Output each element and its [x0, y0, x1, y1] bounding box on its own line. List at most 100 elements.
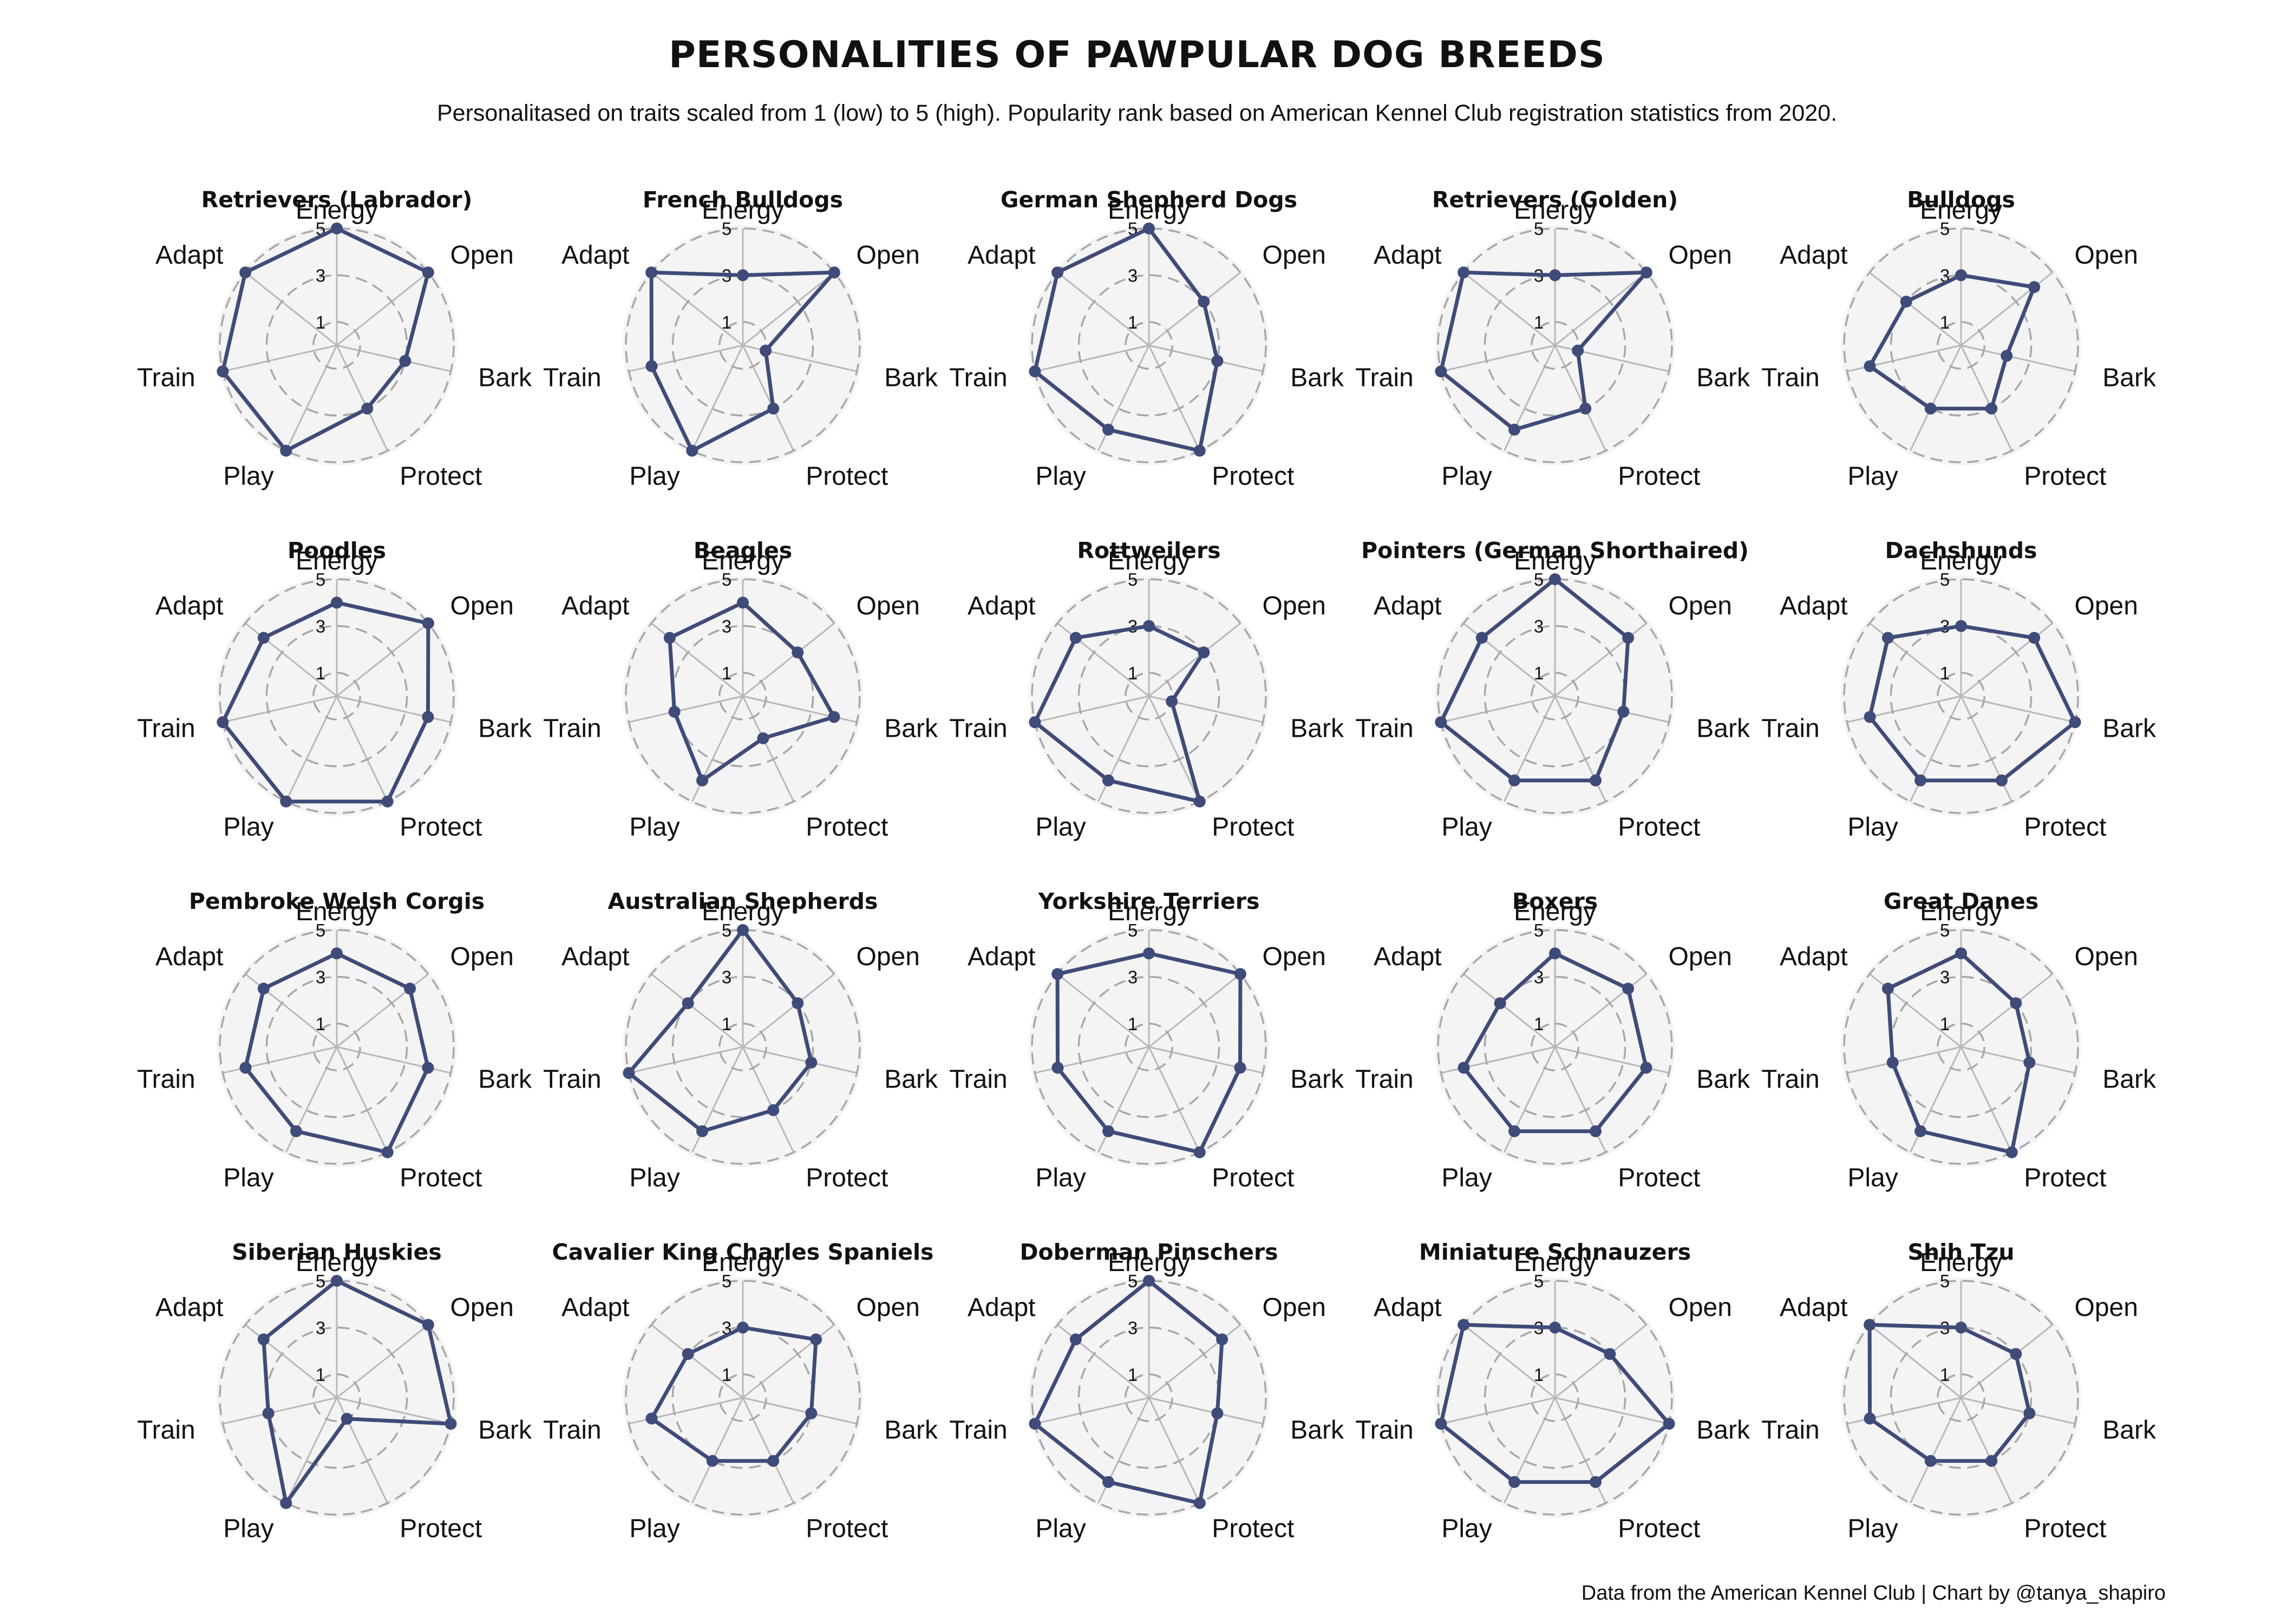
axis-label-play: Play	[1035, 1163, 1086, 1192]
spoke-line	[1441, 695, 1556, 723]
spoke-line	[1554, 695, 1669, 723]
grid-circle	[1843, 929, 2079, 1165]
data-point-energy	[1955, 620, 1967, 632]
data-point-protect	[1579, 402, 1592, 415]
axis-label-play: Play	[1441, 1163, 1492, 1192]
data-point-play	[280, 1497, 292, 1509]
data-point-play	[1914, 1125, 1927, 1137]
series-line	[220, 600, 430, 804]
axis-label-play: Play	[1847, 462, 1898, 490]
tick-label: 1	[1128, 663, 1138, 683]
axis-label-train: Train	[543, 715, 602, 743]
tick-label: 5	[1534, 1271, 1544, 1291]
axis-label-adapt: Adapt	[1780, 942, 1847, 971]
data-point-protect	[361, 402, 374, 415]
radar-panel-boxers: 135EnergyOpenBarkProtectPlayTrainAdaptBo…	[1355, 888, 1750, 1192]
series-line	[1439, 577, 1630, 783]
tick-label: 1	[1128, 1365, 1138, 1385]
tick-label: 3	[1128, 967, 1138, 987]
spoke-line	[1035, 695, 1149, 723]
data-point-protect	[1193, 1497, 1206, 1509]
data-point-train	[1864, 711, 1876, 723]
axis-label-protect: Protect	[1618, 813, 1700, 841]
axis-label-adapt: Adapt	[968, 592, 1035, 620]
data-point-protect	[757, 732, 769, 744]
spoke-line	[691, 1397, 744, 1504]
spoke-line	[1961, 973, 2053, 1048]
grid-circle	[1937, 321, 1985, 370]
spoke-line	[1148, 272, 1241, 346]
spoke-line	[1463, 272, 1556, 346]
axis-label-adapt: Adapt	[1374, 1293, 1441, 1322]
axis-label-adapt: Adapt	[1780, 592, 1847, 620]
axis-label-adapt: Adapt	[968, 241, 1035, 270]
spoke-line	[651, 1324, 743, 1399]
axis-label-energy: Energy	[702, 196, 784, 225]
spoke-line	[742, 272, 835, 346]
data-point-open	[2028, 281, 2041, 293]
data-point-play	[696, 774, 709, 787]
tick-label: 5	[1534, 920, 1544, 940]
axis-label-protect: Protect	[2024, 1514, 2106, 1543]
data-point-open	[1198, 296, 1210, 308]
data-point-adapt	[1458, 266, 1470, 279]
grid-circle	[312, 672, 361, 721]
grid-circle	[1843, 1280, 2079, 1516]
data-point-train	[1864, 1412, 1876, 1425]
data-point-adapt	[682, 1348, 694, 1360]
tick-label: 1	[722, 663, 731, 683]
tick-label: 5	[722, 569, 731, 590]
chart-subtitle: Personalitased on traits scaled from 1 (…	[436, 100, 1838, 126]
data-point-bark	[828, 711, 840, 723]
data-point-train	[1458, 1062, 1470, 1074]
axis-label-open: Open	[450, 241, 514, 270]
data-point-protect	[767, 402, 780, 415]
axis-label-play: Play	[1847, 813, 1898, 841]
series-line	[1033, 624, 1206, 804]
grid-circle	[1531, 1373, 1579, 1422]
data-point-bark	[805, 1056, 818, 1069]
tick-label: 5	[1128, 1271, 1138, 1291]
data-point-open	[1234, 968, 1246, 980]
data-point-adapt	[257, 983, 270, 995]
data-point-bark	[2069, 716, 2081, 729]
axis-label-open: Open	[857, 1293, 920, 1322]
tick-label: 5	[722, 1271, 731, 1291]
axis-label-play: Play	[223, 813, 273, 841]
axis-label-energy: Energy	[1108, 898, 1190, 926]
data-point-train	[1029, 1418, 1041, 1430]
axis-label-open: Open	[450, 1293, 514, 1322]
axis-label-train: Train	[1761, 1065, 1820, 1094]
data-point-train	[1435, 365, 1447, 378]
axis-label-play: Play	[1035, 462, 1086, 490]
series-line	[1033, 226, 1219, 453]
spoke-line	[1554, 272, 1647, 346]
axis-label-protect: Protect	[2024, 462, 2106, 490]
data-point-open	[422, 266, 434, 279]
panel-title: German Shepherd Dogs	[1001, 187, 1297, 213]
tick-label: 3	[722, 616, 731, 636]
data-point-energy	[1549, 947, 1561, 960]
grid-circle	[265, 625, 408, 768]
axis-label-play: Play	[1441, 1514, 1492, 1543]
grid-circle	[312, 321, 361, 370]
data-point-bark	[760, 344, 772, 357]
data-point-bark	[2023, 1056, 2036, 1069]
axis-label-protect: Protect	[1212, 1163, 1294, 1192]
spoke-line	[1960, 1397, 2013, 1504]
data-point-train	[262, 1407, 275, 1419]
data-point-energy	[1955, 1321, 1967, 1334]
axis-label-train: Train	[137, 715, 195, 743]
axis-label-train: Train	[1761, 1416, 1820, 1445]
data-point-adapt	[239, 266, 252, 279]
tick-label: 1	[722, 1014, 731, 1034]
axis-label-open: Open	[1669, 592, 1732, 620]
panel-title: Bulldogs	[1907, 187, 2015, 213]
tick-label: 1	[316, 1014, 325, 1034]
spoke-line	[1869, 1324, 1962, 1399]
spoke-line	[651, 272, 743, 346]
spoke-line	[223, 1397, 337, 1425]
series-line	[1055, 951, 1243, 1155]
